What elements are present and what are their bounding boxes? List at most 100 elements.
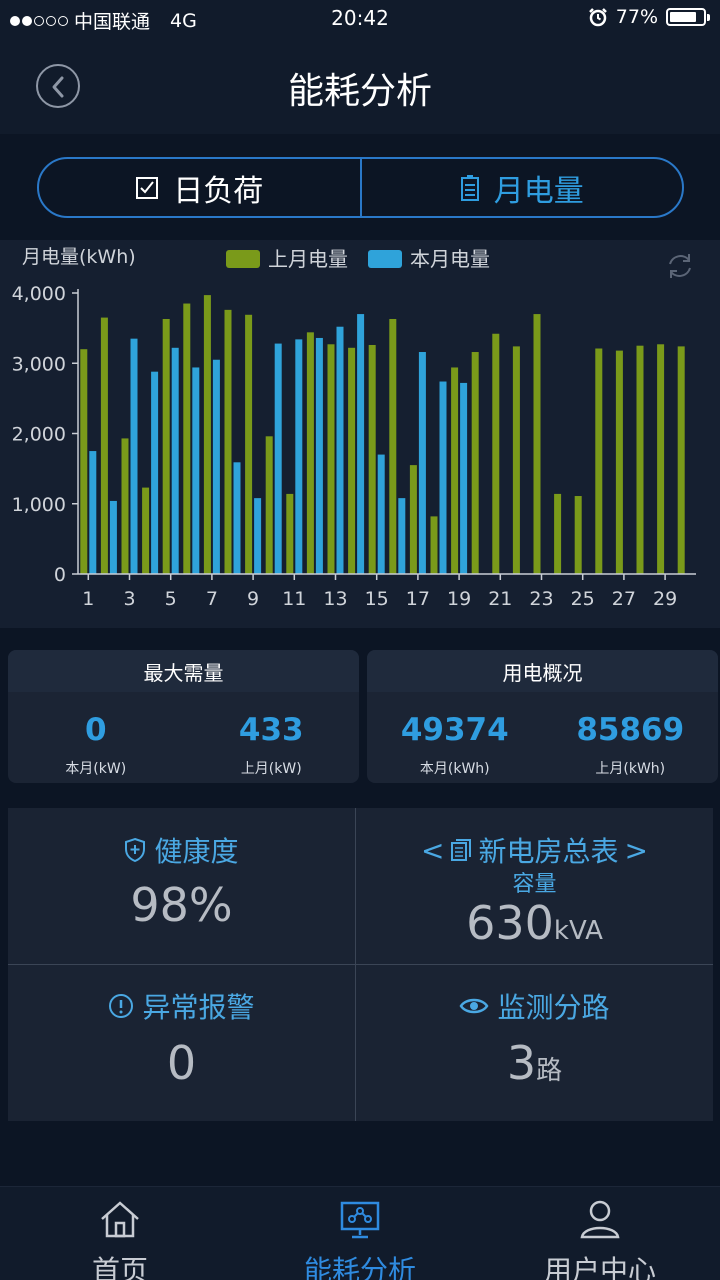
bar-series2-day1 [89,451,97,574]
bar-series1-day5 [162,318,170,574]
user-icon [580,1200,620,1239]
legend-label-2: 本月电量 [410,247,490,271]
max-demand-card: 最大需量 0 本月(kW) 433 上月(kW) [8,650,359,783]
bar-series1-day4 [142,487,150,574]
bar-series2-day12 [315,337,323,574]
bar-series1-day16 [389,318,397,574]
max-demand-last-label: 上月(kW) [240,761,302,777]
bar-series2-day8 [233,462,241,574]
bar-series2-day4 [151,371,159,574]
analysis-icon [340,1201,380,1239]
bar-series1-day15 [368,344,376,574]
bar-series1-day26 [595,348,603,574]
usage-card: 用电概况 49374 本月(kWh) 85869 上月(kWh) [367,650,718,783]
nav-bar: 能耗分析 [0,38,720,134]
tab-user-center[interactable]: 用户中心 [480,1187,720,1280]
usage-current-value: 49374 [400,712,509,748]
bar-series1-day28 [636,345,644,574]
checkbox-icon [136,176,159,199]
x-tick-label: 13 [323,588,347,610]
tab-daily-load[interactable]: 日负荷 [39,159,362,216]
bar-series1-day22 [512,346,520,574]
meter-subtitle: 容量 [512,872,557,897]
bar-series2-day19 [460,382,468,574]
x-tick-label: 9 [247,588,259,610]
next-meter-button[interactable]: > [624,833,648,867]
bar-series2-day3 [130,338,138,574]
x-tick-label: 5 [165,588,177,610]
usage-title: 用电概况 [367,650,718,692]
status-left: 中国联通 4G [10,7,197,34]
x-tick-label: 19 [447,588,471,610]
tab-monthly-energy-label: 月电量 [493,173,584,209]
monitor-unit: 路 [536,1056,563,1086]
back-button[interactable] [36,64,80,108]
legend-swatch-1 [226,250,260,268]
x-tick-label: 25 [571,588,595,610]
tab-analysis-label: 能耗分析 [303,1254,416,1280]
max-demand-title: 最大需量 [8,650,359,692]
network-label: 4G [170,9,197,32]
x-tick-label: 23 [529,588,553,610]
eye-icon [460,998,489,1014]
max-demand-current-label: 本月(kW) [65,761,127,777]
bar-series1-day12 [306,332,314,574]
tab-analysis[interactable]: 能耗分析 [240,1187,480,1280]
x-tick-label: 29 [653,588,677,610]
alarm-clock-icon [588,8,607,27]
tab-home[interactable]: 首页 [0,1187,240,1280]
chevron-left-icon [52,76,64,98]
monitor-value: 3 [506,1036,537,1090]
legend-swatch-2 [368,250,402,268]
alert-circle-icon [109,994,134,1018]
legend-label-1: 上月电量 [268,247,348,271]
health-cell[interactable]: 健康度 98% [8,830,355,932]
x-tick-label: 21 [488,588,512,610]
bar-series1-day20 [471,352,479,574]
tab-monthly-energy[interactable]: 月电量 [362,159,683,216]
refresh-icon[interactable] [669,254,691,278]
alarm-title: 异常报警 [142,991,255,1024]
chart-panel: 月电量(kWh) 上月电量 本月电量 0 1,000 2,000 3,000 4,000 1 3 5… [0,240,720,628]
max-demand-current-value: 0 [84,712,107,748]
status-time: 20:42 [331,6,389,30]
health-title: 健康度 [154,835,239,868]
bar-series1-day17 [409,465,417,574]
meter-cell[interactable]: < 新电房总表 > 容量 630kVA [356,830,713,951]
status-bar: 中国联通 4G 20:42 77% [0,0,720,38]
tab-daily-load-label: 日负荷 [173,173,264,209]
tab-user-center-label: 用户中心 [543,1254,656,1280]
bar-series1-day2 [100,317,108,574]
y-tick-label: 3,000 [12,353,66,375]
bar-series2-day11 [295,339,303,574]
y-tick-label: 1,000 [12,494,66,516]
prev-meter-button[interactable]: < [421,833,445,867]
bar-series2-day15 [377,454,385,574]
monitor-cell[interactable]: 监测分路 3路 [356,986,713,1090]
signal-icon [10,15,68,26]
usage-current-label: 本月(kWh) [419,761,490,777]
page-title: 能耗分析 [287,71,432,112]
bar-series1-day7 [203,295,211,574]
bar-series1-day29 [657,344,665,574]
bar-series2-day17 [418,352,426,574]
bar-series1-day6 [183,303,191,574]
battery-percent: 77% [615,6,658,28]
bar-series2-day10 [274,343,282,574]
bar-series1-day8 [224,309,232,574]
y-tick-label: 2,000 [12,424,66,446]
monitor-title: 监测分路 [497,991,610,1024]
x-tick-label: 3 [123,588,135,610]
bar-series1-day21 [492,333,500,574]
bar-series1-day13 [327,344,335,574]
x-tick-label: 27 [612,588,636,610]
alarm-cell[interactable]: 异常报警 0 [8,986,355,1090]
x-tick-label: 1 [82,588,94,610]
health-value: 98% [130,878,233,932]
y-tick-label: 4,000 [12,283,66,305]
shield-icon [125,837,146,863]
bar-series2-day2 [109,500,117,574]
bar-series2-day6 [192,367,200,574]
bar-series2-day9 [254,498,262,574]
battery-icon [666,8,710,26]
